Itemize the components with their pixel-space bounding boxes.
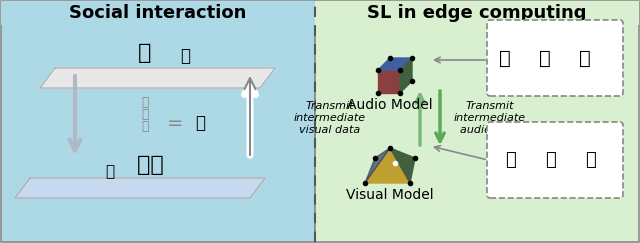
Polygon shape [365, 148, 390, 183]
Polygon shape [365, 148, 410, 183]
Text: 👔: 👔 [138, 43, 152, 63]
Text: 📷: 📷 [106, 164, 115, 179]
Text: 📷: 📷 [584, 151, 595, 169]
Text: 👩‍🎓: 👩‍🎓 [136, 155, 163, 175]
Polygon shape [390, 148, 415, 183]
FancyBboxPatch shape [487, 20, 623, 96]
FancyBboxPatch shape [315, 1, 639, 25]
Text: 📹: 📹 [504, 151, 515, 169]
Polygon shape [378, 70, 400, 93]
FancyBboxPatch shape [315, 1, 639, 242]
Text: =: = [167, 113, 183, 132]
Text: Audio Model: Audio Model [347, 98, 433, 112]
Polygon shape [378, 58, 412, 70]
Text: 📷: 📷 [195, 114, 205, 132]
Text: SL in edge computing: SL in edge computing [367, 4, 587, 22]
FancyBboxPatch shape [487, 122, 623, 198]
Text: 📻: 📻 [579, 49, 591, 68]
FancyBboxPatch shape [1, 1, 315, 242]
Text: Transmit
intermediate
visual data: Transmit intermediate visual data [294, 101, 366, 135]
Text: 🥪
🥪
🥪: 🥪 🥪 🥪 [141, 96, 148, 133]
Text: Transmit
intermediate
audio data: Transmit intermediate audio data [454, 101, 526, 135]
Polygon shape [400, 58, 412, 93]
Text: 🎤: 🎤 [499, 49, 511, 68]
FancyBboxPatch shape [1, 1, 315, 25]
Polygon shape [15, 178, 265, 198]
Text: 📺: 📺 [545, 151, 556, 169]
Text: 🎧: 🎧 [539, 49, 551, 68]
Polygon shape [40, 68, 275, 88]
Text: 🥪: 🥪 [180, 47, 190, 65]
Text: Social interaction: Social interaction [69, 4, 246, 22]
Text: Visual Model: Visual Model [346, 188, 434, 202]
